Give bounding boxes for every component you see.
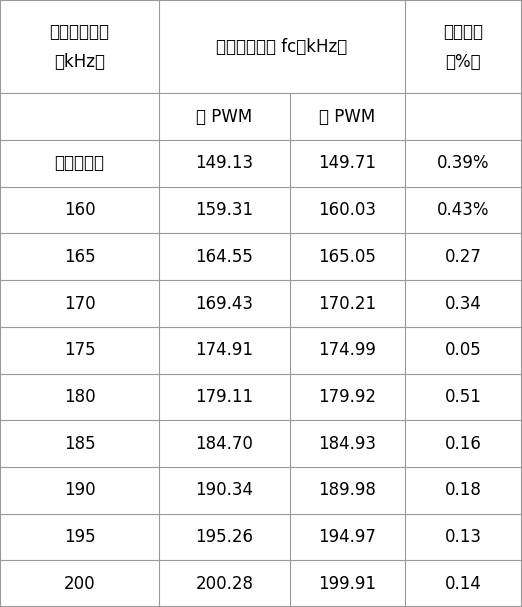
Text: 170.21: 170.21 xyxy=(318,294,376,313)
Text: 时钟控制频率: 时钟控制频率 xyxy=(50,22,110,41)
Text: 165: 165 xyxy=(64,248,96,266)
Text: 0.27: 0.27 xyxy=(445,248,482,266)
Text: 149.13: 149.13 xyxy=(195,154,254,172)
Text: 165.05: 165.05 xyxy=(318,248,376,266)
Text: 184.93: 184.93 xyxy=(318,435,376,453)
Text: 199.91: 199.91 xyxy=(318,575,376,592)
Text: 184.70: 184.70 xyxy=(196,435,253,453)
Text: 195: 195 xyxy=(64,528,96,546)
Text: 185: 185 xyxy=(64,435,96,453)
Text: 160.03: 160.03 xyxy=(318,201,376,219)
Text: （%）: （%） xyxy=(445,53,481,71)
Text: 189.98: 189.98 xyxy=(318,481,376,500)
Text: 0.18: 0.18 xyxy=(445,481,482,500)
Text: 0.16: 0.16 xyxy=(445,435,482,453)
Text: 164.55: 164.55 xyxy=(196,248,253,266)
Text: 149.71: 149.71 xyxy=(318,154,376,172)
Text: 0.39%: 0.39% xyxy=(437,154,490,172)
Text: 0.14: 0.14 xyxy=(445,575,482,592)
Text: 最大误差: 最大误差 xyxy=(443,22,483,41)
Text: 174.99: 174.99 xyxy=(318,341,376,359)
Text: 170: 170 xyxy=(64,294,96,313)
Text: 179.92: 179.92 xyxy=(318,388,376,406)
Text: 190.34: 190.34 xyxy=(195,481,254,500)
Text: 159.31: 159.31 xyxy=(195,201,254,219)
Text: 194.97: 194.97 xyxy=(318,528,376,546)
Text: 电路工作频率 fc（kHz）: 电路工作频率 fc（kHz） xyxy=(216,38,348,56)
Text: 200.28: 200.28 xyxy=(195,575,254,592)
Text: 175: 175 xyxy=(64,341,96,359)
Text: 174.91: 174.91 xyxy=(195,341,254,359)
Text: 190: 190 xyxy=(64,481,96,500)
Text: （kHz）: （kHz） xyxy=(54,53,105,71)
Text: 200: 200 xyxy=(64,575,96,592)
Text: 180: 180 xyxy=(64,388,96,406)
Text: 0.43%: 0.43% xyxy=(437,201,490,219)
Text: 0.34: 0.34 xyxy=(445,294,482,313)
Text: 辅 PWM: 辅 PWM xyxy=(319,107,375,126)
Text: 195.26: 195.26 xyxy=(195,528,254,546)
Text: 160: 160 xyxy=(64,201,96,219)
Text: 主 PWM: 主 PWM xyxy=(196,107,253,126)
Text: 无时钟信号: 无时钟信号 xyxy=(55,154,104,172)
Text: 169.43: 169.43 xyxy=(195,294,254,313)
Text: 0.51: 0.51 xyxy=(445,388,482,406)
Text: 0.13: 0.13 xyxy=(445,528,482,546)
Text: 0.05: 0.05 xyxy=(445,341,482,359)
Text: 179.11: 179.11 xyxy=(195,388,254,406)
